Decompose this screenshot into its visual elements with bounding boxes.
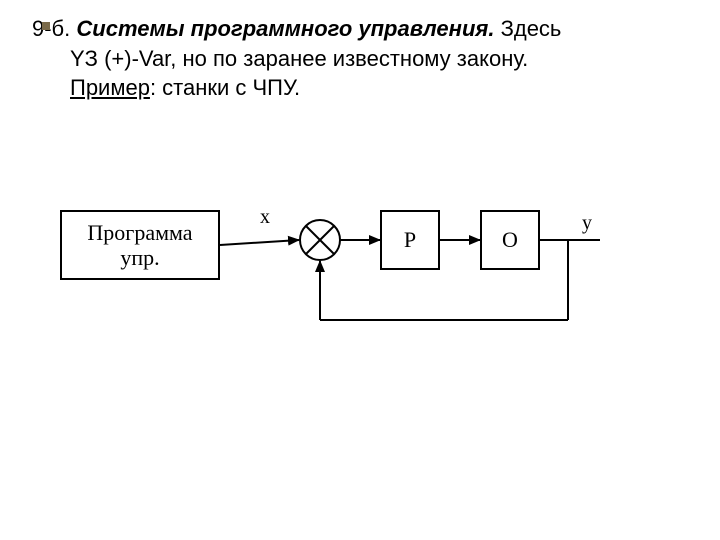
signal-label-x: x (260, 206, 270, 229)
block-p: P (380, 210, 440, 270)
summing-junction (298, 218, 342, 262)
block-program: Программа упр. (60, 210, 220, 280)
block-o-label: O (502, 227, 518, 253)
heading-line3-underlined: Пример (70, 75, 150, 100)
block-program-line2: упр. (87, 245, 192, 270)
slide: 9-б. Системы программного управления. Зд… (0, 0, 720, 540)
block-program-line1: Программа (87, 220, 192, 245)
heading-line1: 9-б. Системы программного управления. Зд… (32, 14, 672, 44)
block-p-label: P (404, 227, 416, 253)
heading-block: 9-б. Системы программного управления. Зд… (32, 14, 672, 103)
heading-line3-rest: : станки с ЧПУ. (150, 75, 300, 100)
block-diagram: Программа упр. P O x y (60, 190, 660, 390)
heading-title: Системы программного управления. (76, 16, 494, 41)
heading-prefix: 9-б. (32, 16, 76, 41)
heading-line2: YЗ (+)-Var, но по заранее известному зак… (70, 44, 672, 74)
block-o: O (480, 210, 540, 270)
wire-prog-to-sum (220, 240, 299, 245)
heading-after-title: Здесь (494, 16, 561, 41)
signal-label-y: y (582, 212, 592, 235)
heading-line3: Пример: станки с ЧПУ. (70, 73, 672, 103)
bullet-square (42, 22, 50, 30)
